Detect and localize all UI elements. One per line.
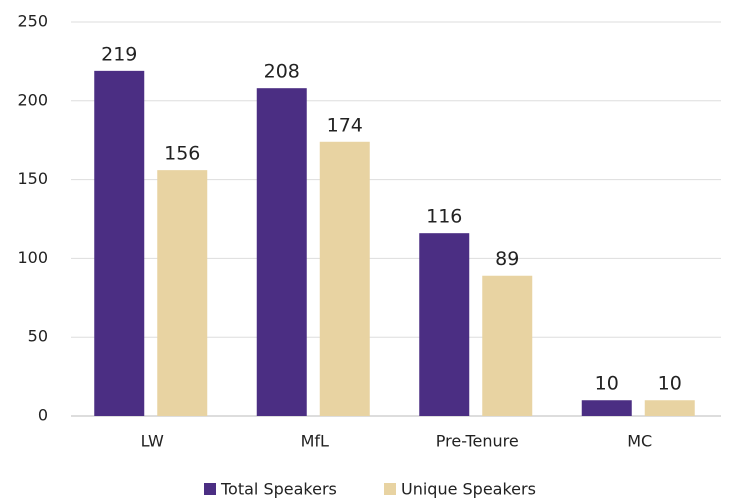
y-tick-label: 50 xyxy=(28,327,48,346)
legend-label: Total Speakers xyxy=(220,480,337,499)
bar xyxy=(319,141,370,416)
legend-label: Unique Speakers xyxy=(401,480,536,499)
x-tick-label: Pre-Tenure xyxy=(436,432,519,451)
bar xyxy=(644,400,695,416)
data-label: 174 xyxy=(327,114,363,136)
data-label: 116 xyxy=(426,206,462,228)
data-label: 10 xyxy=(658,373,682,395)
x-tick-label: MC xyxy=(627,432,652,451)
bar xyxy=(157,170,208,416)
data-label: 208 xyxy=(264,61,300,83)
legend-swatch xyxy=(204,483,216,495)
y-tick-label: 100 xyxy=(17,248,48,267)
bar xyxy=(482,275,533,416)
x-tick-label: LW xyxy=(141,432,164,451)
bar xyxy=(94,70,145,416)
legend-swatch xyxy=(384,483,396,495)
data-label: 156 xyxy=(164,143,200,165)
y-tick-label: 250 xyxy=(17,12,48,31)
y-tick-label: 150 xyxy=(17,169,48,188)
y-tick-label: 0 xyxy=(38,406,48,425)
bar xyxy=(581,400,632,416)
bar xyxy=(256,88,307,416)
data-label: 89 xyxy=(495,248,519,270)
y-tick-label: 200 xyxy=(17,90,48,109)
bar xyxy=(419,233,470,416)
data-label: 10 xyxy=(595,373,619,395)
x-tick-label: MfL xyxy=(301,432,329,451)
data-label: 219 xyxy=(101,43,137,65)
